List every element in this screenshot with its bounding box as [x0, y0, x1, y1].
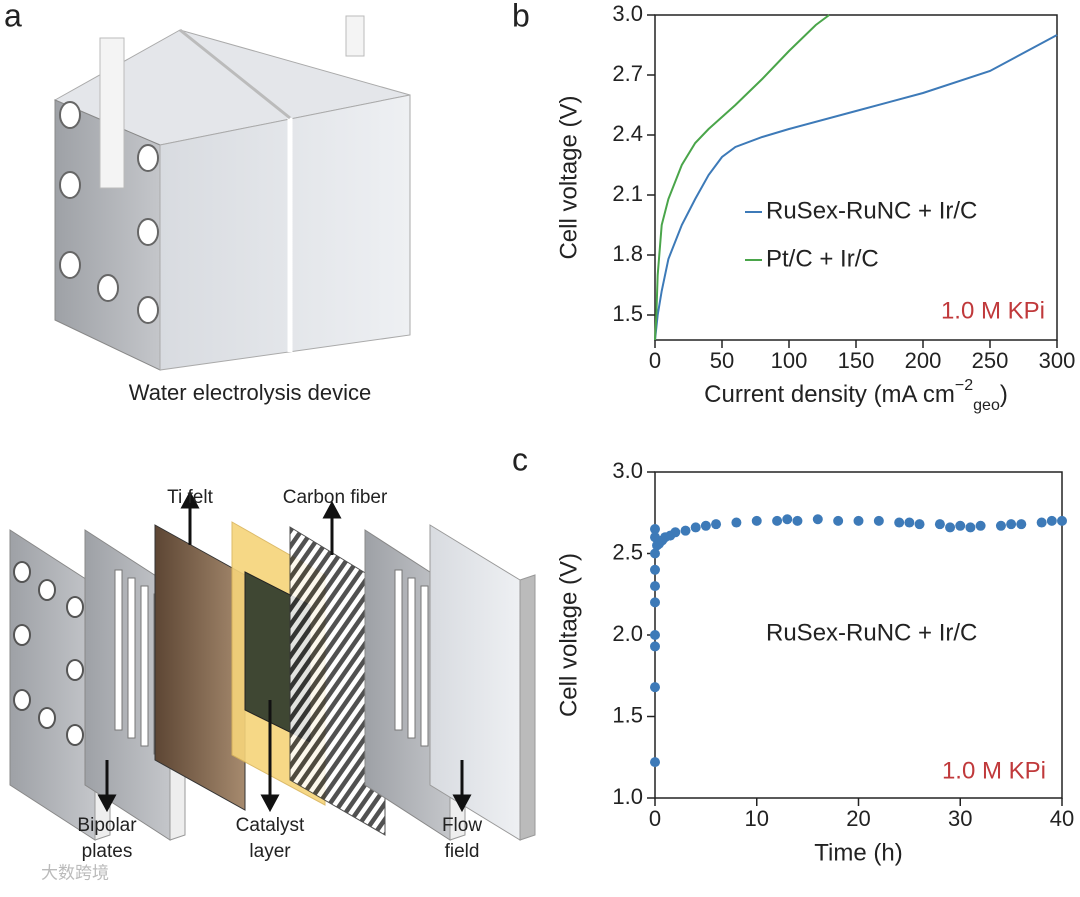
point [680, 525, 691, 536]
y-tick-label: 2.5 [612, 539, 643, 564]
y-tick-label: 2.1 [612, 181, 643, 206]
point [650, 757, 660, 768]
x-axis-label-part: Current density (mA cm [704, 381, 955, 408]
point [650, 682, 660, 693]
stack-label: Carbon fiber [283, 487, 388, 508]
point [955, 520, 966, 531]
point [650, 524, 660, 535]
series-line [654, 14, 830, 341]
point [995, 520, 1006, 531]
panel-label: b [512, 0, 530, 33]
point [731, 517, 742, 528]
y-tick-label: 1.5 [612, 702, 643, 727]
annotation: 1.0 M KPi [941, 297, 1045, 324]
point [934, 519, 945, 530]
annotation: 1.0 M KPi [942, 757, 1046, 784]
y-tick-label: 3.0 [612, 1, 643, 26]
point [1006, 519, 1017, 530]
stack-label: Catalyst [236, 815, 305, 836]
x-tick-label: 0 [649, 806, 661, 831]
x-axis-label: Current density (mA cm−2geo) [704, 377, 1008, 414]
y-tick-label: 2.4 [612, 121, 643, 146]
point [650, 548, 660, 559]
point [711, 519, 722, 530]
series-line [654, 34, 1058, 341]
stack-label: field [445, 841, 480, 862]
panel-label: a [4, 0, 22, 33]
point [1046, 515, 1057, 526]
x-tick-label: 100 [771, 348, 808, 373]
point [751, 515, 762, 526]
y-axis-label: Cell voltage (V) [555, 95, 582, 259]
y-tick-label: 1.8 [612, 241, 643, 266]
point [782, 514, 793, 525]
point [650, 641, 660, 652]
legend-label: Pt/C + Ir/C [766, 245, 879, 272]
point [690, 522, 701, 533]
x-tick-label: 20 [846, 806, 870, 831]
y-axis-label: Cell voltage (V) [555, 553, 582, 717]
point [772, 515, 783, 526]
x-tick-label: 50 [710, 348, 734, 373]
point [945, 522, 956, 533]
point [894, 517, 905, 528]
stack-label: Ti felt [167, 487, 213, 508]
point [873, 515, 884, 526]
point [1016, 519, 1027, 530]
annotation: RuSex-RuNC + Ir/C [766, 619, 977, 646]
point [670, 527, 681, 538]
point [1057, 515, 1067, 526]
stack-label: layer [249, 841, 291, 862]
stack-label: Flow [442, 815, 482, 836]
point [700, 520, 711, 531]
x-tick-label: 200 [905, 348, 942, 373]
watermark: 大数跨境 [41, 863, 109, 882]
point [812, 514, 823, 525]
x-tick-label: 300 [1039, 348, 1076, 373]
point [965, 522, 976, 533]
point [650, 581, 660, 592]
point [975, 520, 986, 531]
caption: Water electrolysis device [129, 380, 371, 405]
point [914, 519, 925, 530]
point [650, 564, 660, 575]
point [833, 515, 844, 526]
x-tick-label: 150 [838, 348, 875, 373]
y-tick-label: 1.5 [612, 301, 643, 326]
point [792, 515, 803, 526]
x-axis-label-part: −2 [955, 377, 973, 394]
plot-frame [654, 14, 1058, 341]
x-tick-label: 40 [1050, 806, 1074, 831]
x-tick-label: 10 [745, 806, 769, 831]
point [904, 517, 915, 528]
y-tick-label: 3.0 [612, 458, 643, 483]
point [853, 515, 864, 526]
y-tick-label: 2.7 [612, 61, 643, 86]
legend-label: RuSex-RuNC + Ir/C [766, 197, 977, 224]
stack-label: plates [82, 841, 133, 862]
stack-illustration [9, 490, 536, 841]
point [650, 597, 660, 608]
point [1036, 517, 1047, 528]
x-axis-label-part: geo [973, 397, 1000, 414]
panel-label: c [512, 441, 528, 477]
stack-label: Bipolar [77, 815, 137, 836]
device-illustration [53, 15, 411, 371]
y-tick-label: 1.0 [612, 784, 643, 809]
point [650, 630, 660, 640]
x-axis-label-part: ) [1000, 381, 1008, 408]
x-tick-label: 250 [972, 348, 1009, 373]
x-tick-label: 30 [948, 806, 972, 831]
x-axis-label: Time (h) [814, 839, 902, 866]
x-tick-label: 0 [649, 348, 661, 373]
y-tick-label: 2.0 [612, 621, 643, 646]
